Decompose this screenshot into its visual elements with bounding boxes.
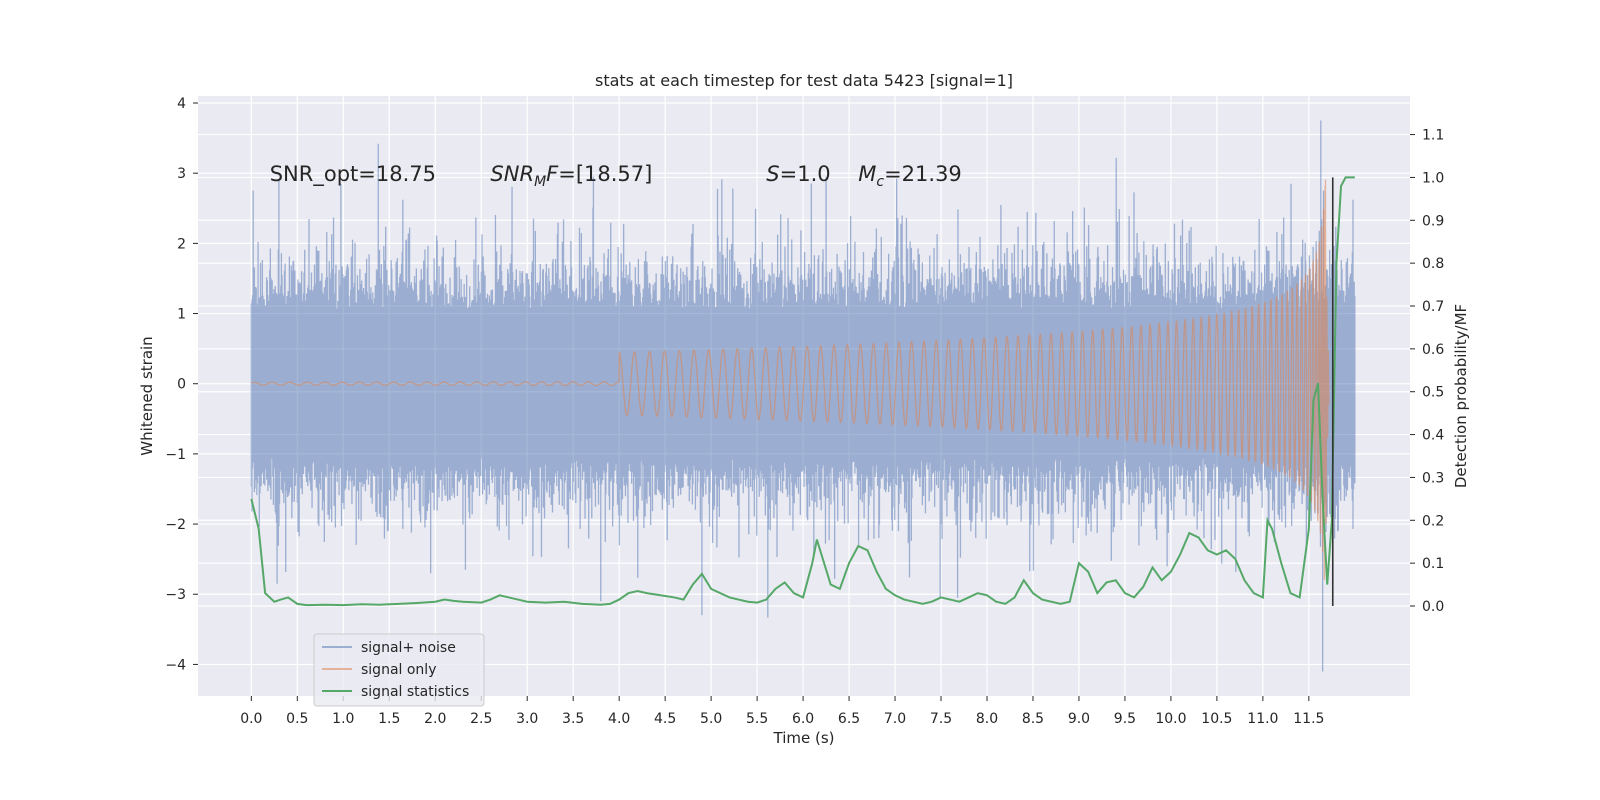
y-tick-label: 4 <box>177 96 186 112</box>
x-tick-label: 8.0 <box>976 711 998 727</box>
x-tick-label: 8.5 <box>1022 711 1044 727</box>
x-tick-label: 7.0 <box>884 711 906 727</box>
x-tick-label: 3.5 <box>562 711 584 727</box>
x-tick-label: 5.0 <box>700 711 722 727</box>
legend-label: signal+ noise <box>361 640 456 656</box>
y-axis-label: Whitened strain <box>138 336 156 455</box>
x-tick-label: 11.5 <box>1293 711 1324 727</box>
y2-tick-label: 1.1 <box>1422 128 1444 144</box>
y2-tick-label: 0.2 <box>1422 513 1444 529</box>
x-tick-label: 9.0 <box>1068 711 1090 727</box>
signal-statistics-line <box>250 176 1355 607</box>
legend-box <box>313 633 485 707</box>
y-axis-left: −4 −3 −2 −1 0 1 2 3 4 <box>165 96 198 673</box>
y2-axis-label: Detection probability/MF <box>1452 304 1470 488</box>
y2-tick-label: 0.8 <box>1422 256 1444 272</box>
y-axis-right: 0.0 0.1 0.2 0.3 0.4 0.5 0.6 0.7 0.8 0.9 1.0 1.1 <box>1410 128 1444 615</box>
annotation-s: S=1.0 <box>766 162 830 186</box>
x-axis: 0.0 0.5 1.0 1.5 2.0 2.5 3.0 3.5 4.0 4.5 5.0 5.5 6.0 6… <box>240 696 1324 727</box>
x-tick-label: 10.5 <box>1201 711 1232 727</box>
x-tick-label: 6.0 <box>792 711 814 727</box>
legend-label: signal only <box>361 662 436 678</box>
x-axis-label: Time (s) <box>773 729 835 747</box>
y-tick-label: −3 <box>165 587 186 603</box>
series-signal-only <box>251 179 1330 581</box>
y2-tick-label: 0.9 <box>1422 213 1444 229</box>
x-tick-label: 9.5 <box>1114 711 1136 727</box>
chart-title: stats at each timestep for test data 542… <box>595 71 1013 90</box>
x-tick-label: 2.5 <box>470 711 492 727</box>
annotation-snr-mf: SNRMF=[18.57] <box>490 162 652 190</box>
annotations: SNR_opt=18.75 SNRMF=[18.57] S=1.0 Mc=21.39 <box>270 162 962 190</box>
series-signal-statistics <box>250 176 1355 607</box>
x-tick-label: 5.5 <box>746 711 768 727</box>
x-tick-label: 6.5 <box>838 711 860 727</box>
y-tick-label: 3 <box>177 166 186 182</box>
signal-only-line <box>251 179 1330 581</box>
x-tick-label: 3.0 <box>516 711 538 727</box>
y2-tick-label: 0.5 <box>1422 385 1444 401</box>
x-tick-label: 1.0 <box>332 711 354 727</box>
x-tick-label: 0.5 <box>286 711 308 727</box>
y2-tick-label: 1.0 <box>1422 170 1444 186</box>
x-tick-label: 4.0 <box>608 711 630 727</box>
x-tick-label: 10.0 <box>1155 711 1186 727</box>
y2-tick-label: 0.6 <box>1422 342 1444 358</box>
annotation-snr-opt: SNR_opt=18.75 <box>270 162 436 187</box>
x-tick-label: 2.0 <box>424 711 446 727</box>
x-tick-label: 4.5 <box>654 711 676 727</box>
y-tick-label: 1 <box>177 307 186 323</box>
legend: signal+ noise signal only signal statistic… <box>313 633 485 707</box>
x-tick-label: 0.0 <box>240 711 262 727</box>
y2-tick-label: 0.7 <box>1422 299 1444 315</box>
annotation-mc: Mc=21.39 <box>858 162 962 190</box>
legend-label: signal statistics <box>361 684 469 700</box>
y2-tick-label: 0.0 <box>1422 599 1444 615</box>
y2-tick-label: 0.4 <box>1422 428 1444 444</box>
y2-tick-label: 0.1 <box>1422 556 1444 572</box>
y-tick-label: 2 <box>177 236 186 252</box>
x-tick-label: 11.0 <box>1247 711 1278 727</box>
x-tick-label: 1.5 <box>378 711 400 727</box>
y-tick-label: 0 <box>177 377 186 393</box>
x-tick-label: 7.5 <box>930 711 952 727</box>
y-tick-label: −4 <box>165 657 186 673</box>
y2-tick-label: 0.3 <box>1422 470 1444 486</box>
y-tick-label: −2 <box>165 517 186 533</box>
y-tick-label: −1 <box>165 447 186 463</box>
